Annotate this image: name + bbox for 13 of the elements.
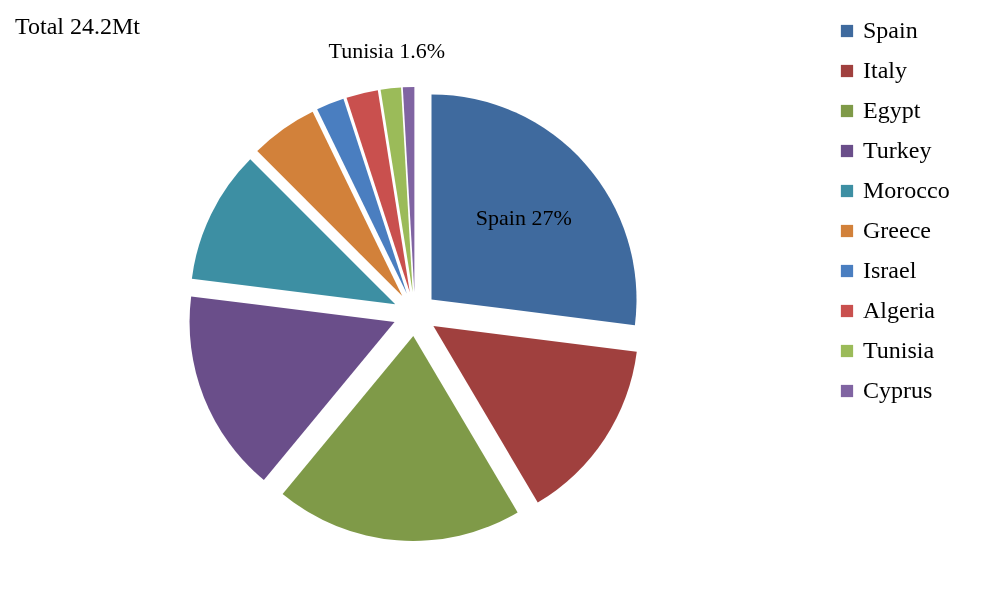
legend-label: Cyprus: [863, 377, 933, 403]
legend-label: Israel: [863, 257, 917, 283]
chart-title: Total 24.2Mt: [15, 13, 141, 39]
data-label: Tunisia 1.6%: [328, 37, 446, 63]
legend-label: Algeria: [863, 297, 936, 323]
legend-label: Egypt: [863, 97, 921, 123]
legend-label: Greece: [863, 217, 931, 243]
legend-label: Spain: [863, 17, 918, 43]
legend-label: Turkey: [863, 137, 932, 163]
legend-label: Italy: [863, 57, 907, 83]
legend-label: Tunisia: [863, 337, 935, 363]
data-label: Spain 27%: [475, 205, 572, 231]
legend-label: Morocco: [863, 177, 950, 203]
